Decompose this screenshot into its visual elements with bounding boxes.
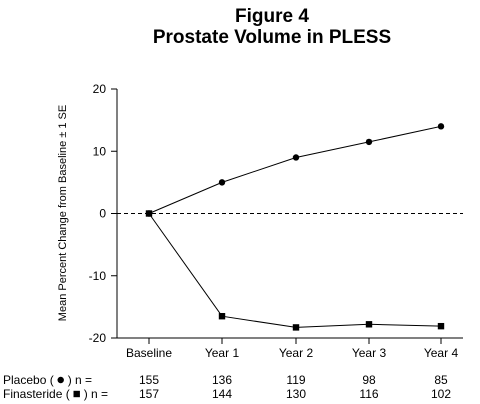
legend-circle-marker — [57, 376, 64, 384]
y-tick-label: -10 — [89, 269, 107, 283]
placebo-point — [365, 138, 373, 146]
y-tick-label: -20 — [89, 331, 107, 345]
y-axis-label: Mean Percent Change from Baseline ± 1 SE — [57, 105, 69, 321]
placebo-point — [437, 123, 445, 130]
n-value: 116 — [359, 387, 378, 401]
finasteride-point — [437, 322, 445, 330]
n-value: 119 — [286, 373, 305, 387]
n-value: 157 — [139, 387, 159, 401]
y-tick-label: 20 — [93, 82, 107, 96]
figure-number: Figure 4 — [235, 6, 309, 27]
y-tick-label: 10 — [93, 144, 107, 158]
n-value: 130 — [286, 387, 306, 401]
finasteride-point — [218, 313, 226, 320]
placebo-point — [292, 154, 300, 161]
x-tick-label: Year 2 — [279, 346, 314, 360]
placebo-series-line — [148, 125, 442, 214]
x-tick-label: Year 4 — [424, 346, 459, 360]
placebo-point — [218, 179, 226, 186]
x-tick-label: Year 3 — [352, 346, 387, 360]
n-value: 85 — [434, 373, 448, 387]
n-value: 155 — [139, 373, 159, 387]
finasteride-series-line — [148, 213, 442, 328]
n-value: 136 — [212, 373, 232, 387]
finasteride-point — [365, 321, 373, 328]
n-value: 102 — [431, 387, 451, 401]
x-tick-label: Year 1 — [205, 346, 240, 360]
plot-area: 20 10 0 -10 -20 Baseline Year 1 Year 2 Year 3 Yea… — [89, 82, 463, 360]
finasteride-point — [145, 210, 153, 217]
chart-title: Prostate Volume in PLESS — [153, 27, 391, 48]
finasteride-point — [292, 324, 300, 331]
y-tick-label: 0 — [99, 207, 106, 221]
n-table-row: Finasteride () n = 157 144 130 116 102 — [3, 387, 451, 401]
n-value: 98 — [362, 373, 376, 387]
x-tick-label: Baseline — [126, 346, 172, 360]
n-row-label: Finasteride () n = — [3, 387, 108, 401]
n-value: 144 — [212, 387, 232, 401]
n-row-label: Placebo () n = — [3, 373, 92, 387]
legend-square-marker — [73, 390, 80, 398]
n-table-row: Placebo () n = 155 136 119 98 85 — [3, 373, 448, 387]
